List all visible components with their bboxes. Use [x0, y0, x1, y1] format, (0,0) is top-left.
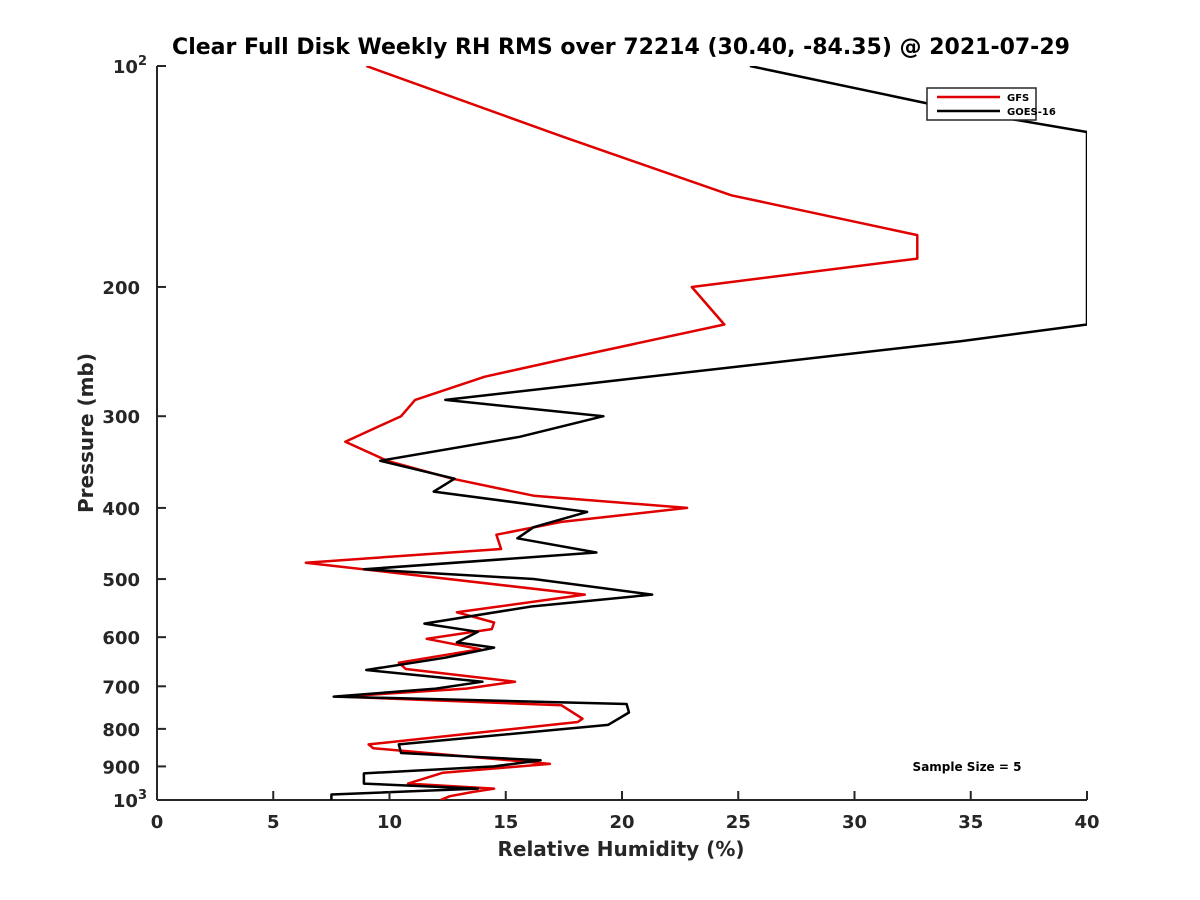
- x-tick-label: 0: [151, 812, 164, 833]
- y-tick-label: 500: [102, 570, 140, 591]
- legend-label-gfs: GFS: [1007, 93, 1029, 104]
- chart-title: Clear Full Disk Weekly RH RMS over 72214…: [172, 35, 1070, 60]
- y-ticks: 102 200 300 400 500 600 700 800 900 103: [102, 54, 166, 812]
- legend: GFS GOES-16: [926, 87, 1056, 121]
- y-tick-label: 700: [102, 677, 140, 698]
- y-tick-label: 800: [102, 720, 140, 741]
- sample-size-annotation: Sample Size = 5: [913, 760, 1022, 774]
- y-tick-label: 400: [102, 499, 140, 520]
- y-tick-label: 102: [113, 54, 147, 78]
- y-tick-label: 300: [102, 407, 140, 428]
- x-tick-label: 25: [726, 812, 751, 833]
- x-axis-label: Relative Humidity (%): [497, 837, 744, 861]
- x-tick-label: 20: [609, 812, 634, 833]
- x-tick-label: 10: [377, 812, 402, 833]
- y-axis-label: Pressure (mb): [74, 353, 98, 513]
- y-tick-label: 200: [102, 278, 140, 299]
- y-tick-label: 600: [102, 628, 140, 649]
- legend-label-goes-16: GOES-16: [1007, 107, 1056, 118]
- x-ticks: 0 5 10 15 20 25 30 35 40: [151, 791, 1100, 833]
- y-tick-label: 900: [102, 757, 140, 778]
- series-layer: [304, 66, 1087, 800]
- x-tick-label: 5: [267, 812, 280, 833]
- x-tick-label: 30: [842, 812, 867, 833]
- legend-box: [926, 87, 1037, 121]
- series-line-gfs: [304, 66, 919, 800]
- y-tick-label: 103: [113, 788, 147, 812]
- x-tick-label: 15: [493, 812, 518, 833]
- series-line-goes-16: [330, 66, 1087, 800]
- x-tick-label: 40: [1074, 812, 1099, 833]
- x-tick-label: 35: [958, 812, 983, 833]
- plot-area: 0 5 10 15 20 25 30 35 40 102 200 300 400 500 600 700 80…: [102, 54, 1099, 833]
